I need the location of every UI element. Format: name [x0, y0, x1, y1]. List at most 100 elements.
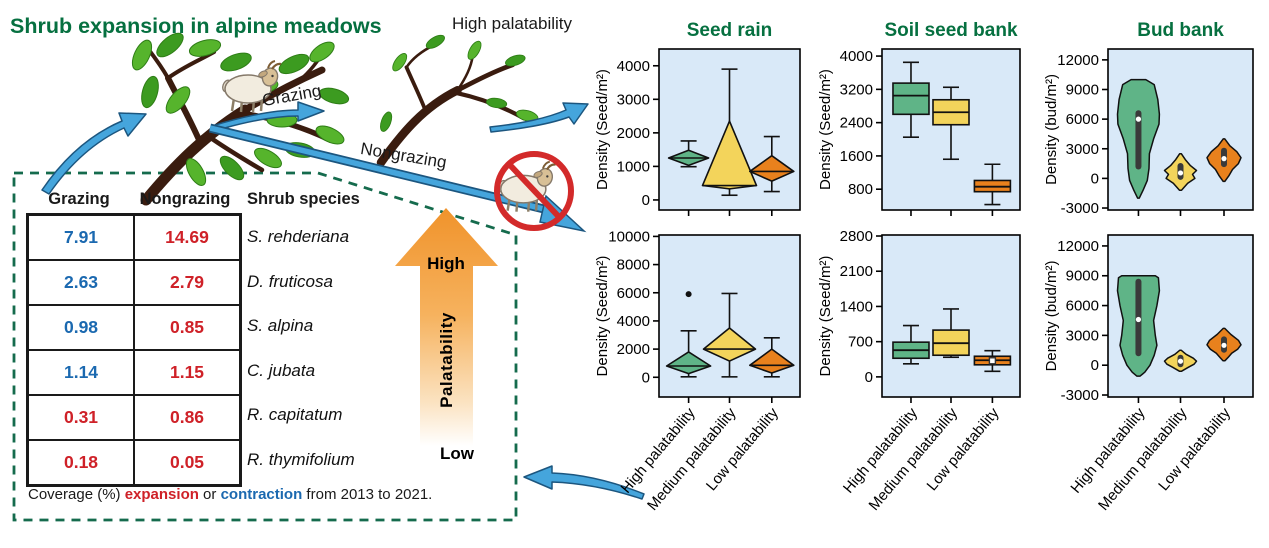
y-tick-label: 2800 [840, 228, 873, 245]
cell-grazing-4: 0.31 [28, 395, 134, 440]
y-tick-label: 0 [642, 192, 650, 209]
y-axis-label: Density (Seed/m²) [817, 256, 834, 377]
panel-title: Bud bank [1137, 20, 1224, 41]
seed-rain-top-series-0 [667, 140, 710, 168]
cell-grazing-3: 1.14 [28, 350, 134, 395]
soil-seed-bank-bottom-series-0 [892, 324, 930, 365]
bud-bank-top-series-0 [1116, 78, 1161, 199]
cell-nongrazing-2: 0.85 [134, 305, 240, 350]
y-tick-label: 1600 [840, 148, 873, 165]
x-tick-label: High palatability [1067, 404, 1148, 496]
caption-expansion: expansion [124, 486, 199, 503]
y-tick-label: 9000 [1066, 268, 1099, 285]
x-tick-label: Low palatability [924, 404, 1003, 494]
panel-seed-rain-bottom: 0 2000 4000 6000 8000 10000 Density (Seed/m²) H… [594, 228, 801, 514]
species-name: D. fruticosa [247, 271, 333, 291]
panel-title: Soil seed bank [884, 20, 1017, 41]
y-tick-label: 2000 [617, 341, 650, 358]
y-tick-label: 9000 [1066, 81, 1099, 98]
grazing-arrow [211, 101, 325, 132]
y-tick-label: 6000 [1066, 298, 1099, 315]
species-column: S. rehderiana D. fruticosa S. alpina C. … [247, 215, 397, 483]
soil-seed-bank-top-series-2 [973, 163, 1012, 206]
y-tick-label: 0 [1091, 170, 1099, 187]
soil-seed-bank-top-series-0 [892, 61, 930, 138]
cell-grazing-5: 0.18 [28, 440, 134, 485]
species-name: R. capitatum [247, 405, 343, 425]
species-name: S. rehderiana [247, 227, 350, 246]
soil-seed-bank-bottom-series-1 [932, 308, 970, 359]
bud-bank-top-series-1 [1163, 152, 1198, 191]
cell-grazing-0: 7.91 [28, 215, 134, 260]
y-tick-label: 6000 [617, 285, 650, 302]
panel-bud-bank-top: Bud bank -3000 0 3000 6000 9000 12000 Density (… [1043, 20, 1254, 217]
arrow-to-charts [489, 102, 589, 133]
table-grid: 7.91 14.69 2.63 2.79 0.98 0.85 1.14 1.15… [26, 213, 242, 487]
panel-seed-rain-top: Seed rain 0 1000 2000 3000 4000 Density (Seed/… [594, 20, 801, 216]
y-tick-label: -3000 [1061, 200, 1099, 217]
bud-bank-top-series-2 [1206, 138, 1242, 183]
cell-nongrazing-3: 1.15 [134, 350, 240, 395]
palatability-axis-label: Palatability [437, 312, 456, 408]
y-axis-label: Density (Seed/m²) [594, 256, 611, 377]
y-axis-label: Density (bud/m²) [1043, 74, 1060, 185]
caption-contraction: contraction [220, 486, 303, 503]
y-tick-label: 12000 [1057, 238, 1099, 255]
cell-grazing-1: 2.63 [28, 260, 134, 305]
table-header-nongrazing: Nongrazing [139, 190, 231, 208]
cell-nongrazing-4: 0.86 [134, 395, 240, 440]
species-name: C. jubata [247, 360, 316, 380]
soil-seed-bank-top-series-1 [932, 86, 970, 161]
palatability-arrow [395, 208, 498, 446]
caption-middle: or [198, 486, 221, 503]
high-palatability-label: High palatability [452, 14, 573, 33]
soil-seed-bank-bottom-series-2 [973, 349, 1012, 373]
species-name: S. alpina [247, 316, 314, 336]
y-tick-label: -3000 [1061, 387, 1099, 404]
y-tick-label: 4000 [617, 58, 650, 75]
grazed-shrub-icon [376, 34, 539, 167]
y-axis-label: Density (Seed/m²) [817, 69, 834, 190]
seed-rain-bottom-series-1 [702, 292, 757, 378]
y-tick-label: 10000 [608, 228, 650, 245]
y-tick-label: 0 [642, 369, 650, 386]
y-tick-label: 2000 [617, 125, 650, 142]
y-tick-label: 2100 [840, 263, 873, 280]
table-header-species: Shrub species [247, 190, 360, 208]
cell-nongrazing-1: 2.79 [134, 260, 240, 305]
y-axis-label: Density (Seed/m²) [594, 69, 611, 190]
caption-suffix: from 2013 to 2021. [302, 486, 433, 503]
bud-bank-bottom-series-1 [1163, 349, 1198, 372]
seed-rain-bottom-series-2 [749, 337, 795, 378]
bud-bank-bottom-series-0 [1116, 274, 1161, 377]
seed-rain-top-series-1 [701, 68, 758, 197]
arrow-back-to-box [523, 465, 645, 500]
no-grazing-sign [494, 151, 574, 231]
panel-bud-bank-bottom: -3000 0 3000 6000 9000 12000 Density (bud/m²) H… [1043, 234, 1254, 514]
y-tick-label: 4000 [617, 313, 650, 330]
y-tick-label: 800 [848, 181, 873, 198]
panel-soil-seed-bank-top: Soil seed bank 800 1600 2400 3200 4000 Density… [817, 20, 1021, 216]
table-header-grazing: Grazing [48, 190, 110, 208]
illustration-layer [12, 32, 645, 522]
y-tick-label: 4000 [840, 48, 873, 65]
x-tick-label: High palatability [618, 404, 699, 496]
y-tick-label: 3000 [1066, 327, 1099, 344]
bud-bank-bottom-series-2 [1206, 327, 1242, 362]
y-tick-label: 2400 [840, 115, 873, 132]
palatability-low-label: Low [440, 444, 474, 463]
y-tick-label: 6000 [1066, 111, 1099, 128]
y-tick-label: 0 [1091, 357, 1099, 374]
panel-title: Seed rain [687, 20, 773, 41]
y-tick-label: 3000 [1066, 141, 1099, 158]
cell-nongrazing-5: 0.05 [134, 440, 240, 485]
cell-grazing-2: 0.98 [28, 305, 134, 350]
seed-rain-top-series-2 [749, 135, 795, 193]
page-title: Shrub expansion in alpine meadows [10, 14, 382, 38]
arrow-to-shrub [41, 112, 147, 195]
y-tick-label: 1000 [617, 158, 650, 175]
caption-prefix: Coverage (%) [28, 486, 125, 503]
coverage-caption: Coverage (%) expansion or contraction fr… [28, 486, 432, 503]
